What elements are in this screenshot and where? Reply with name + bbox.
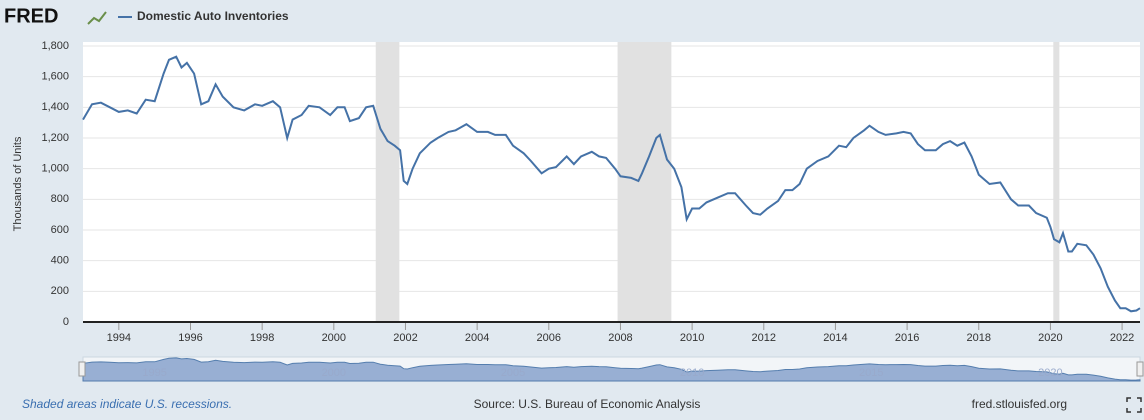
recession-band [1053,42,1060,322]
y-tick-label: 1,800 [41,40,69,52]
x-tick-label: 2010 [680,332,704,344]
navigator-series [82,357,1141,382]
x-tick-label: 2022 [1110,332,1134,344]
x-tick-label: 2004 [465,332,489,344]
plot-area [83,42,1140,322]
navigator-tick-label: 2000 [322,367,346,379]
logo: FRED [4,5,58,27]
navigator-tick-label: 2010 [680,367,704,379]
navigator-handle[interactable] [78,361,86,377]
x-tick-label: 2016 [895,332,919,344]
x-tick-label: 2014 [823,332,847,344]
legend-label: Domestic Auto Inventories [137,9,289,23]
y-tick-label: 1,400 [41,101,69,113]
navigator-tick-label: 2020 [1038,367,1062,379]
x-tick-label: 2020 [1038,332,1062,344]
footer-url: fred.stlouisfed.org [972,397,1067,411]
navigator-tick-label: 2015 [859,367,883,379]
navigator-tick-label: 1995 [142,367,166,379]
series-line [82,55,1141,313]
x-tick-label: 2018 [967,332,991,344]
x-tick-label: 2006 [537,332,561,344]
y-tick-label: 1,600 [41,71,69,83]
y-tick-label: 1,200 [41,132,69,144]
recession-band [375,42,400,322]
recession-band [617,42,672,322]
y-axis-label: Thousands of Units [12,136,24,231]
y-tick-label: 1,000 [41,163,69,175]
y-tick-label: 600 [51,224,69,236]
x-tick-label: 2000 [322,332,346,344]
y-tick-label: 200 [51,285,69,297]
x-tick-label: 1996 [178,332,202,344]
x-tick-label: 2008 [608,332,632,344]
x-tick-label: 2002 [393,332,417,344]
x-tick-label: 1994 [107,332,131,344]
navigator-handle[interactable] [1136,361,1144,377]
y-tick-label: 800 [51,193,69,205]
x-tick-label: 2012 [752,332,776,344]
fullscreen-icon[interactable] [1126,397,1142,413]
footer-note: Shaded areas indicate U.S. recessions. [22,397,232,411]
x-tick-label: 1998 [250,332,274,344]
y-tick-label: 400 [51,255,69,267]
navigator-tick-label: 2005 [501,367,525,379]
y-tick-label: 0 [63,316,69,328]
logo-icon [87,11,107,25]
footer-source: Source: U.S. Bureau of Economic Analysis [474,397,701,411]
